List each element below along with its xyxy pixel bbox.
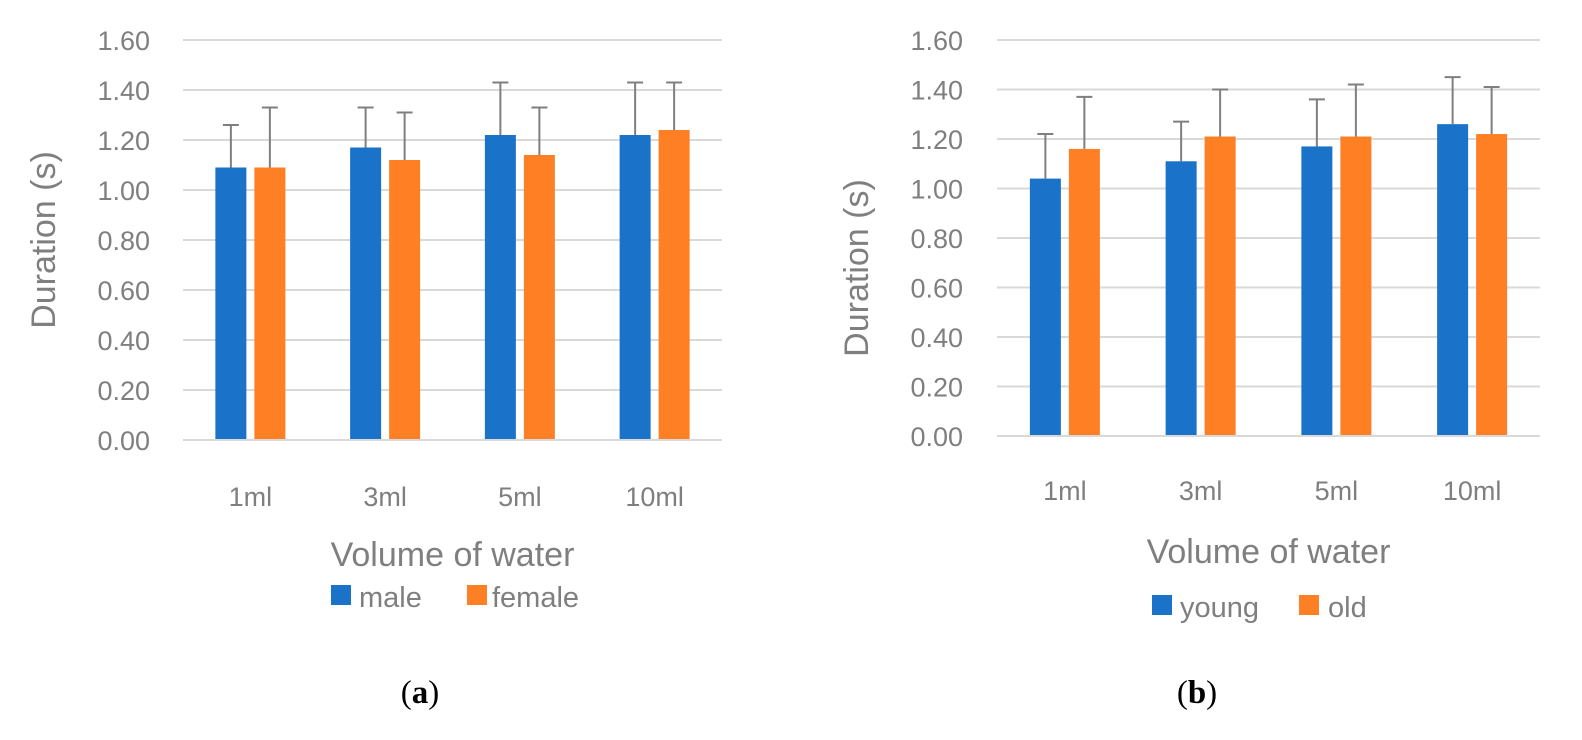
panel-label-close: ) [428, 675, 439, 711]
y-axis-title: Duration (s) [838, 179, 876, 357]
bar-female-5ml [523, 155, 555, 440]
bar-female-10ml [658, 130, 690, 440]
bar-young-10ml [1437, 124, 1469, 437]
y-tick-label: 0.20 [97, 376, 150, 406]
bar-old-5ml [1340, 136, 1372, 436]
panel-label-letter: a [412, 675, 429, 711]
y-tick-label: 0.20 [910, 373, 963, 403]
bar-male-5ml [484, 135, 516, 440]
y-tick-label: 0.00 [97, 426, 150, 456]
y-tick-label: 1.00 [97, 176, 150, 206]
y-tick-label: 1.00 [910, 175, 963, 205]
x-tick-label: 5ml [1315, 476, 1359, 506]
y-tick-label: 0.40 [97, 326, 150, 356]
x-tick-label: 1ml [229, 482, 273, 512]
y-tick-label: 0.60 [97, 276, 150, 306]
panel-label: (b) [1177, 675, 1217, 711]
bar-young-5ml [1301, 146, 1333, 437]
bar-female-1ml [254, 167, 286, 440]
x-tick-label: 1ml [1043, 476, 1087, 506]
y-tick-label: 1.40 [910, 76, 963, 106]
bar-male-10ml [619, 135, 651, 440]
legend-label-male: male [359, 582, 422, 614]
panel-b: 0.00 0.20 0.40 0.60 0.80 1.00 1.20 1.40 1.60 1ml 3… [838, 26, 1540, 711]
y-axis-title: Duration (s) [25, 151, 63, 329]
y-tick-label: 0.60 [910, 274, 963, 304]
bar-young-1ml [1029, 178, 1061, 436]
panel-label-close: ) [1206, 675, 1217, 711]
y-tick-label: 1.40 [97, 76, 150, 106]
bar-old-1ml [1068, 148, 1100, 436]
y-tick-label: 0.80 [910, 224, 963, 254]
x-axis-title: Volume of water [1147, 533, 1391, 571]
y-tick-label: 1.60 [97, 26, 150, 56]
y-tick-label: 0.80 [97, 226, 150, 256]
panel-label-letter: b [1188, 675, 1206, 711]
legend-swatch-male [331, 585, 351, 605]
x-tick-label: 3ml [1179, 476, 1223, 506]
x-tick-label: 5ml [498, 482, 542, 512]
x-axis-title: Volume of water [331, 536, 575, 574]
y-tick-label: 0.40 [910, 323, 963, 353]
y-tick-label: 0.00 [910, 422, 963, 452]
panel-a: 0.00 0.20 0.40 0.60 0.80 1.00 1.20 1.40 1.60 1ml 3… [25, 26, 722, 711]
panel-label-open: ( [401, 675, 412, 711]
bar-male-3ml [350, 147, 382, 440]
legend-label-female: female [492, 582, 579, 614]
legend-label-old: old [1328, 592, 1367, 624]
x-tick-label: 3ml [363, 482, 407, 512]
panel-label: (a) [401, 675, 440, 711]
legend-swatch-female [467, 585, 487, 605]
x-tick-label: 10ml [625, 482, 684, 512]
x-tick-label: 10ml [1443, 476, 1502, 506]
y-tick-label: 1.60 [910, 26, 963, 56]
bar-old-3ml [1204, 136, 1236, 436]
legend-swatch-old [1299, 595, 1319, 615]
bar-female-3ml [389, 160, 421, 440]
legend-label-young: young [1180, 592, 1259, 624]
bar-young-3ml [1165, 161, 1197, 436]
bar-male-1ml [215, 167, 247, 440]
legend-swatch-young [1152, 595, 1172, 615]
panel-label-open: ( [1177, 675, 1188, 711]
y-tick-label: 1.20 [97, 126, 150, 156]
bar-old-10ml [1476, 134, 1508, 437]
y-tick-label: 1.20 [910, 125, 963, 155]
